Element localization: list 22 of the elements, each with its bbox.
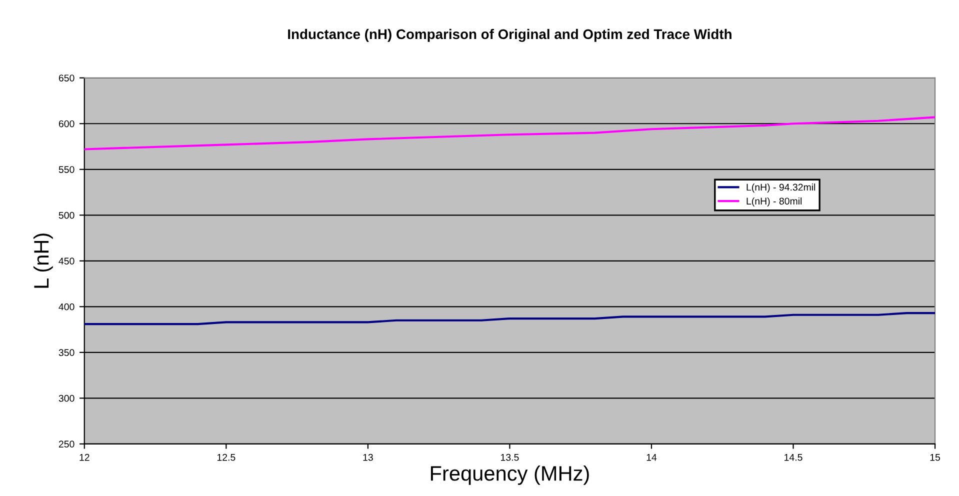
x-tick-label: 14.5 [784, 454, 802, 461]
x-tick-label: 14 [646, 454, 657, 461]
y-axis-title: L (nH) [33, 234, 53, 288]
y-tick-label: 350 [58, 349, 74, 356]
legend-label: L(nH) - 80mil [746, 197, 802, 206]
y-tick-label: 650 [58, 74, 74, 82]
x-tick-label: 13.5 [500, 454, 519, 461]
x-tick-label: 13 [363, 454, 373, 461]
line-series [84, 312, 936, 326]
x-tick-label: 12 [80, 454, 90, 461]
chart-title: Inductance (nH) Comparison of Original and Optim zed Trace Width [288, 28, 732, 42]
legend-label: L(nH) - 94.32mil [746, 184, 816, 193]
y-tick-label: 500 [58, 212, 74, 219]
x-tick-label: 15 [930, 454, 940, 461]
y-tick-label: 450 [58, 258, 74, 265]
x-axis-title: Frequency (MHz) [430, 465, 589, 485]
y-tick-label: 300 [58, 394, 74, 402]
y-tick-label: 250 [58, 440, 74, 448]
y-tick-label: 400 [58, 303, 74, 310]
y-tick-label: 550 [58, 166, 74, 174]
y-tick-label: 600 [58, 120, 74, 128]
x-tick-label: 12.5 [217, 454, 236, 461]
